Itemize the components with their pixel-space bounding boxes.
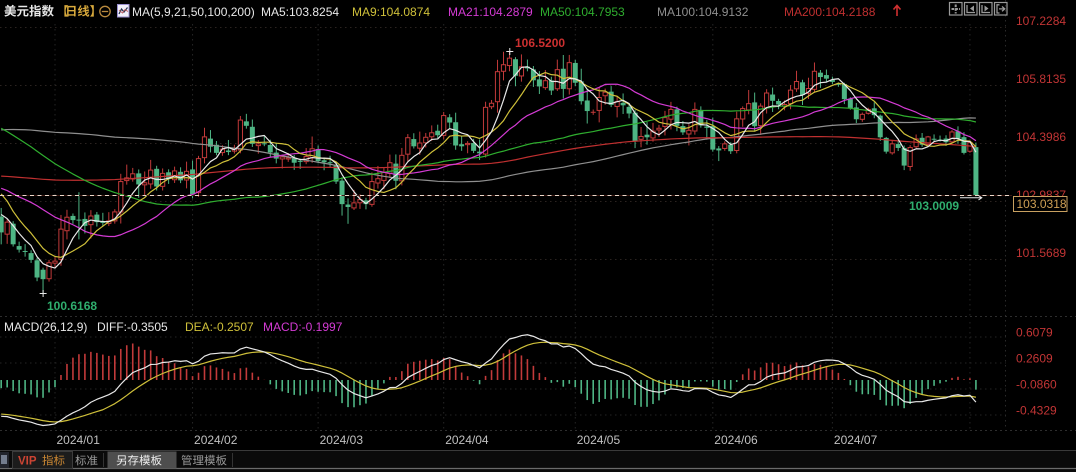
svg-text:-0.0860: -0.0860 — [1016, 378, 1057, 392]
svg-text:105.8135: 105.8135 — [1016, 72, 1066, 86]
svg-text:0.6079: 0.6079 — [1016, 326, 1053, 340]
svg-text:VIP: VIP — [18, 456, 37, 468]
svg-text:103.0009: 103.0009 — [909, 199, 959, 213]
svg-text:MA50:104.7953: MA50:104.7953 — [540, 5, 625, 19]
svg-text:106.5200: 106.5200 — [515, 36, 565, 50]
svg-text:100.6168: 100.6168 — [47, 299, 97, 313]
svg-text:2024/01: 2024/01 — [57, 433, 101, 447]
svg-text:104.3986: 104.3986 — [1016, 130, 1066, 144]
svg-text:0.2609: 0.2609 — [1016, 352, 1053, 366]
svg-text:2024/06: 2024/06 — [714, 433, 758, 447]
svg-text:MA(5,9,21,50,100,200): MA(5,9,21,50,100,200) — [132, 5, 255, 19]
svg-text:MACD(26,12,9): MACD(26,12,9) — [4, 320, 87, 334]
svg-text:MA5:103.8254: MA5:103.8254 — [261, 5, 339, 19]
svg-text:103.0318: 103.0318 — [1017, 197, 1067, 211]
svg-text:2024/05: 2024/05 — [577, 433, 621, 447]
svg-text:2024/02: 2024/02 — [194, 433, 238, 447]
svg-text:MA100:104.9132: MA100:104.9132 — [657, 5, 749, 19]
svg-text:2024/03: 2024/03 — [320, 433, 364, 447]
svg-text:MACD:-0.1997: MACD:-0.1997 — [263, 320, 343, 334]
svg-text:DIFF:-0.3505: DIFF:-0.3505 — [97, 320, 168, 334]
svg-text:MA21:104.2879: MA21:104.2879 — [448, 5, 533, 19]
svg-text:DEA:-0.2507: DEA:-0.2507 — [185, 320, 254, 334]
svg-text:MA200:104.2188: MA200:104.2188 — [784, 5, 876, 19]
svg-text:2024/07: 2024/07 — [834, 433, 878, 447]
svg-text:MA9:104.0874: MA9:104.0874 — [352, 5, 430, 19]
svg-text:101.5689: 101.5689 — [1016, 246, 1066, 260]
svg-text:2024/04: 2024/04 — [445, 433, 489, 447]
svg-text:107.2284: 107.2284 — [1016, 14, 1066, 28]
svg-text:-0.4329: -0.4329 — [1016, 404, 1057, 418]
